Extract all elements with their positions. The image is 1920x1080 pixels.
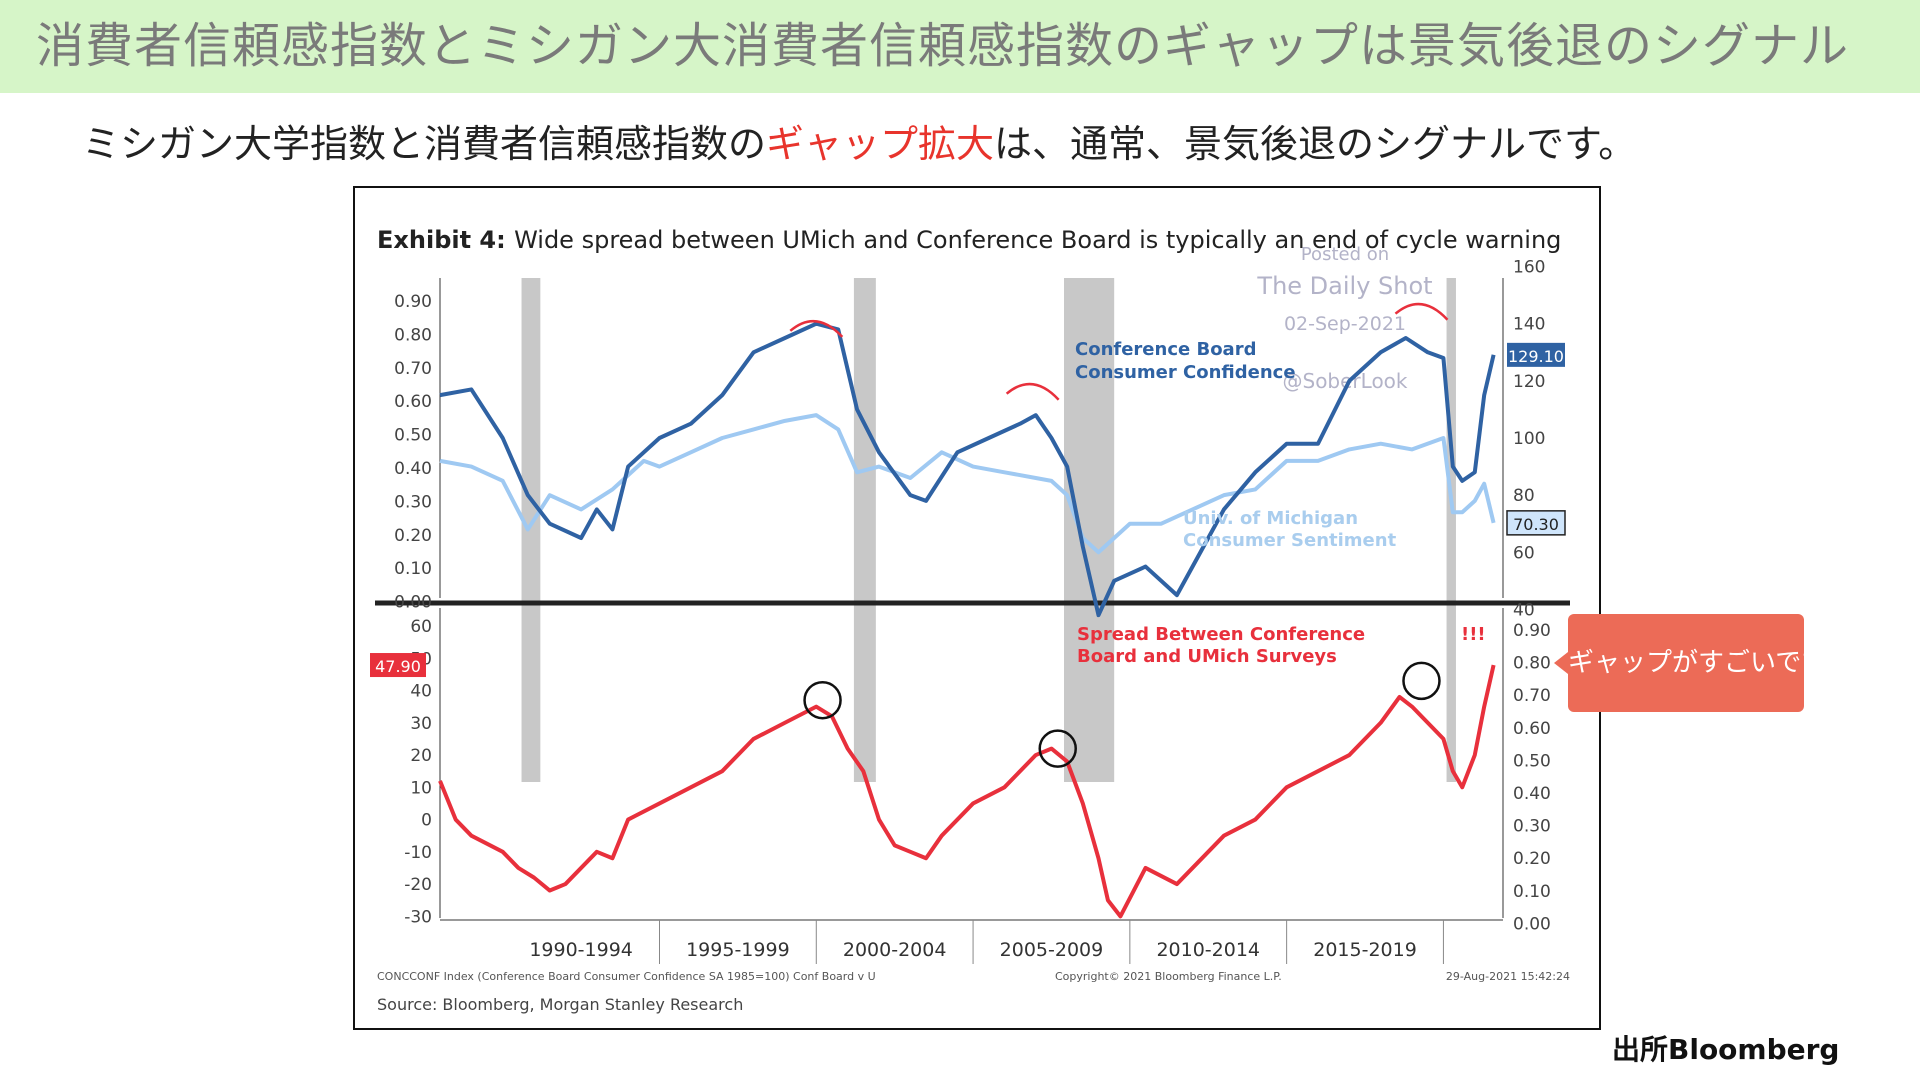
right-tick-label: 0.90 bbox=[1513, 621, 1551, 641]
peak-arc bbox=[789, 319, 844, 338]
x-period-label: 1990-1994 bbox=[529, 939, 633, 961]
umich-label: Univ. of Michigan bbox=[1183, 508, 1358, 529]
right-tick-label: 120 bbox=[1513, 372, 1545, 392]
right-tick-label: 0.80 bbox=[1513, 654, 1551, 674]
chart-index-note: CONCCONF Index (Conference Board Consume… bbox=[377, 970, 876, 983]
chart-title: Exhibit 4: Wide spread between UMich and… bbox=[377, 226, 1561, 254]
left-tick-label: 0.90 bbox=[394, 292, 432, 312]
right-tick-label: 60 bbox=[1513, 543, 1535, 563]
right-tick-label: 40 bbox=[1513, 600, 1535, 620]
left-tick-label: 0.30 bbox=[394, 492, 432, 512]
peak-arc bbox=[1005, 382, 1060, 401]
left-tick-label: 30 bbox=[410, 714, 432, 734]
callout-text: ギャップがすごいです bbox=[1568, 648, 1828, 678]
peak-circle bbox=[803, 680, 842, 720]
last-value-tag bbox=[370, 653, 426, 678]
umich-label: Consumer Sentiment bbox=[1183, 530, 1397, 551]
spread-label: Board and UMich Surveys bbox=[1077, 646, 1337, 667]
callout-box: ギャップがすごいです bbox=[1554, 614, 1827, 712]
watermark-text: Posted on bbox=[1301, 244, 1389, 265]
left-tick-label: 0.40 bbox=[394, 459, 432, 479]
right-tick-label: 160 bbox=[1513, 258, 1545, 278]
right-tick-label: 100 bbox=[1513, 429, 1545, 449]
x-period-label: 2010-2014 bbox=[1156, 939, 1260, 961]
left-tick-label: 0 bbox=[421, 811, 432, 831]
left-tick-label: 0.10 bbox=[394, 559, 432, 579]
recession-band bbox=[1446, 278, 1456, 782]
exclamation-label: !!! bbox=[1461, 624, 1486, 645]
x-period-label: 2015-2019 bbox=[1313, 939, 1417, 961]
left-tick-label: 20 bbox=[410, 746, 432, 766]
right-tick-label: 0.20 bbox=[1513, 849, 1551, 869]
left-tick-label: 0.70 bbox=[394, 359, 432, 379]
left-tick-label: 0.20 bbox=[394, 526, 432, 546]
left-tick-label: 0.00 bbox=[394, 593, 432, 613]
left-tick-label: -20 bbox=[404, 875, 432, 895]
page-title: 消費者信頼感指数とミシガン大消費者信頼感指数のギャップは景気後退のシグナル bbox=[36, 18, 1850, 74]
left-tick-label: 60 bbox=[410, 617, 432, 637]
exhibit-frame: Exhibit 4: Wide spread between UMich and… bbox=[353, 186, 1601, 1030]
watermark-text: The Daily Shot bbox=[1256, 272, 1432, 300]
right-tick-label: 0.60 bbox=[1513, 719, 1551, 739]
series-line bbox=[439, 321, 1496, 618]
right-tick-label: 0.10 bbox=[1513, 882, 1551, 902]
right-tick-label: 0.00 bbox=[1513, 914, 1551, 934]
peak-circle bbox=[1038, 729, 1077, 768]
last-value-tag bbox=[1507, 342, 1565, 367]
watermark-text: 02-Sep-2021 bbox=[1284, 313, 1406, 335]
left-tick-label: 0.60 bbox=[394, 392, 432, 412]
peak-arc bbox=[1394, 302, 1449, 321]
last-value-label: 47.90 bbox=[375, 657, 421, 676]
left-tick-label: 40 bbox=[410, 682, 432, 702]
x-period-label: 2005-2009 bbox=[1000, 939, 1104, 961]
right-tick-label: 80 bbox=[1513, 486, 1535, 506]
left-tick-label: 0.50 bbox=[394, 426, 432, 446]
conference-board-label: Conference Board bbox=[1075, 339, 1256, 360]
x-period-label: 2000-2004 bbox=[843, 939, 947, 961]
subtitle-highlight: ギャップ拡大 bbox=[766, 122, 995, 166]
last-value-label: 70.30 bbox=[1513, 515, 1559, 534]
last-value-label: 129.10 bbox=[1508, 347, 1564, 366]
spread-label: Spread Between Conference bbox=[1077, 624, 1365, 645]
left-tick-label: 0.80 bbox=[394, 325, 432, 345]
title-bar: 消費者信頼感指数とミシガン大消費者信頼感指数のギャップは景気後退のシグナル bbox=[0, 0, 1920, 93]
source-note: 出所Bloomberg bbox=[1612, 1033, 1840, 1066]
recession-band bbox=[521, 278, 541, 782]
right-tick-label: 140 bbox=[1513, 315, 1545, 335]
peak-circle bbox=[1402, 661, 1441, 701]
x-period-label: 1995-1999 bbox=[686, 939, 790, 961]
chart-timestamp: 29-Aug-2021 15:42:24 bbox=[1446, 970, 1570, 983]
chart-source: Source: Bloomberg, Morgan Stanley Resear… bbox=[377, 995, 743, 1014]
conference-board-label: Consumer Confidence bbox=[1075, 362, 1296, 383]
right-tick-label: 0.30 bbox=[1513, 817, 1551, 837]
spread-chart: Exhibit 4: Wide spread between UMich and… bbox=[370, 226, 1570, 1014]
left-tick-label: -30 bbox=[404, 907, 432, 927]
subtitle-text-2: は、通常、景気後退のシグナルです。 bbox=[994, 122, 1637, 166]
chart-copyright: Copyright© 2021 Bloomberg Finance L.P. bbox=[1055, 970, 1282, 983]
recession-band bbox=[1064, 278, 1115, 782]
recession-band bbox=[853, 278, 876, 782]
right-tick-label: 0.70 bbox=[1513, 686, 1551, 706]
series-line bbox=[438, 664, 1496, 919]
subtitle: ミシガン大学指数と消費者信頼感指数のギャップ拡大は、通常、景気後退のシグナルです… bbox=[82, 118, 1636, 170]
series-line bbox=[439, 413, 1496, 555]
left-tick-label: -10 bbox=[404, 843, 432, 863]
left-tick-label: 10 bbox=[410, 778, 432, 798]
last-value-tag bbox=[1506, 510, 1566, 536]
right-tick-label: 0.50 bbox=[1513, 751, 1551, 771]
right-tick-label: 0.40 bbox=[1513, 784, 1551, 804]
subtitle-text-1: ミシガン大学指数と消費者信頼感指数の bbox=[82, 122, 767, 166]
